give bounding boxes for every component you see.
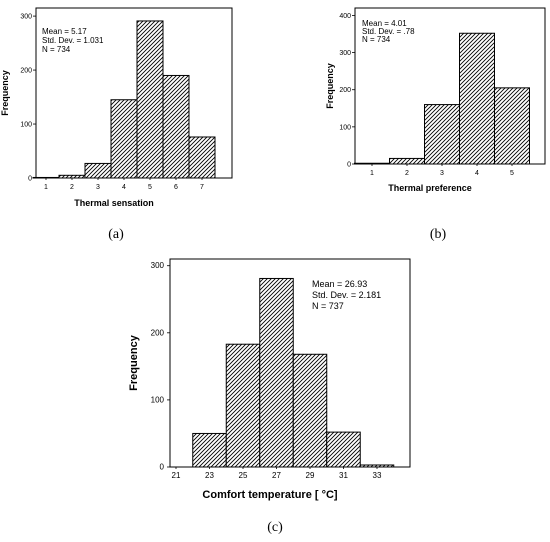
x-tick-label: 27 (272, 471, 281, 480)
chart-c-svg: 21 23 25 27 29 31 33 0 100 200 300 Comfort temperat… (128, 258, 411, 501)
stat-mean: Mean = 5.17 (42, 27, 87, 36)
y-tick-label: 0 (28, 176, 32, 183)
histogram-thermal-sensation: 1 2 3 4 5 6 7 0 100 200 300 Thermal sensation Freque… (0, 0, 240, 215)
bar-33 (359, 464, 395, 468)
y-tick-label: 100 (151, 395, 165, 404)
x-tick-label: 21 (172, 471, 181, 480)
stat-n: N = 734 (362, 35, 391, 44)
y-tick-label: 0 (347, 162, 351, 169)
bar-3 (84, 162, 112, 179)
x-tick-label: 6 (174, 184, 178, 191)
stat-sd: Std. Dev. = 1.031 (42, 36, 104, 45)
bar-23 (192, 432, 227, 468)
x-axis-label: Comfort temperature [ °C] (202, 489, 338, 501)
x-tick-label: 3 (440, 170, 444, 177)
y-tick-label: 100 (339, 124, 351, 131)
bar-5 (136, 20, 164, 179)
x-tick-label: 2 (70, 184, 74, 191)
bar-27 (259, 277, 294, 468)
stat-mean: Mean = 26.93 (312, 279, 367, 289)
x-tick-label: 1 (44, 184, 48, 191)
stat-sd: Std. Dev. = 2.181 (312, 290, 381, 300)
x-tick-label: 2 (405, 170, 409, 177)
stat-sd: Std. Dev. = .78 (362, 27, 415, 36)
x-tick-label: 3 (96, 184, 100, 191)
bar-3 (424, 104, 460, 165)
x-tick-label: 5 (510, 170, 514, 177)
x-tick-label: 1 (370, 170, 374, 177)
x-tick-label: 29 (306, 471, 315, 480)
y-tick-label: 0 (160, 463, 165, 472)
chart-b-svg: 1 2 3 4 5 0 100 200 300 400 Thermal preference Freq… (325, 7, 546, 193)
x-tick-label: 25 (239, 471, 248, 480)
x-tick-label: 33 (373, 471, 382, 480)
bar-25 (225, 343, 261, 468)
y-tick-label: 300 (20, 14, 32, 21)
y-tick-label: 300 (339, 50, 351, 57)
x-tick-label: 5 (148, 184, 152, 191)
bar-4 (110, 99, 138, 179)
histogram-thermal-preference: 1 2 3 4 5 0 100 200 300 400 Thermal preference Freq… (325, 0, 550, 215)
y-tick-label: 400 (339, 13, 351, 20)
y-tick-label: 200 (151, 328, 165, 337)
chart-a-svg: 1 2 3 4 5 6 7 0 100 200 300 Thermal sensation Freque… (0, 7, 233, 208)
bar-29 (292, 353, 328, 468)
x-tick-label: 4 (475, 170, 479, 177)
x-tick-label: 31 (339, 471, 348, 480)
y-axis-label: Frequency (325, 63, 335, 109)
x-axis-label: Thermal preference (388, 183, 472, 193)
histogram-comfort-temperature: 21 23 25 27 29 31 33 0 100 200 300 Comfort temperat… (115, 255, 425, 515)
stat-n: N = 734 (42, 45, 71, 54)
x-tick-label: 7 (200, 184, 204, 191)
caption-b: (b) (429, 227, 447, 242)
bar-6 (162, 74, 190, 179)
x-axis-label: Thermal sensation (74, 198, 154, 208)
y-tick-label: 100 (20, 122, 32, 129)
y-tick-label: 200 (339, 87, 351, 94)
bar-7 (188, 136, 216, 179)
bar-4 (459, 32, 495, 165)
y-tick-label: 300 (151, 261, 165, 270)
bar-1 (354, 162, 390, 165)
y-tick-label: 200 (20, 68, 32, 75)
stat-mean: Mean = 4.01 (362, 19, 407, 28)
bar-1 (32, 176, 60, 179)
x-tick-label: 4 (122, 184, 126, 191)
y-axis-label: Frequency (0, 70, 10, 116)
stat-n: N = 737 (312, 301, 344, 311)
caption-c: (c) (267, 520, 283, 535)
bar-5 (494, 87, 530, 165)
bar-2 (389, 157, 425, 165)
bar-31 (326, 431, 361, 468)
caption-a: (a) (108, 227, 124, 242)
y-axis-label: Frequency (128, 334, 140, 391)
bar-2 (58, 174, 86, 179)
x-tick-label: 23 (205, 471, 214, 480)
